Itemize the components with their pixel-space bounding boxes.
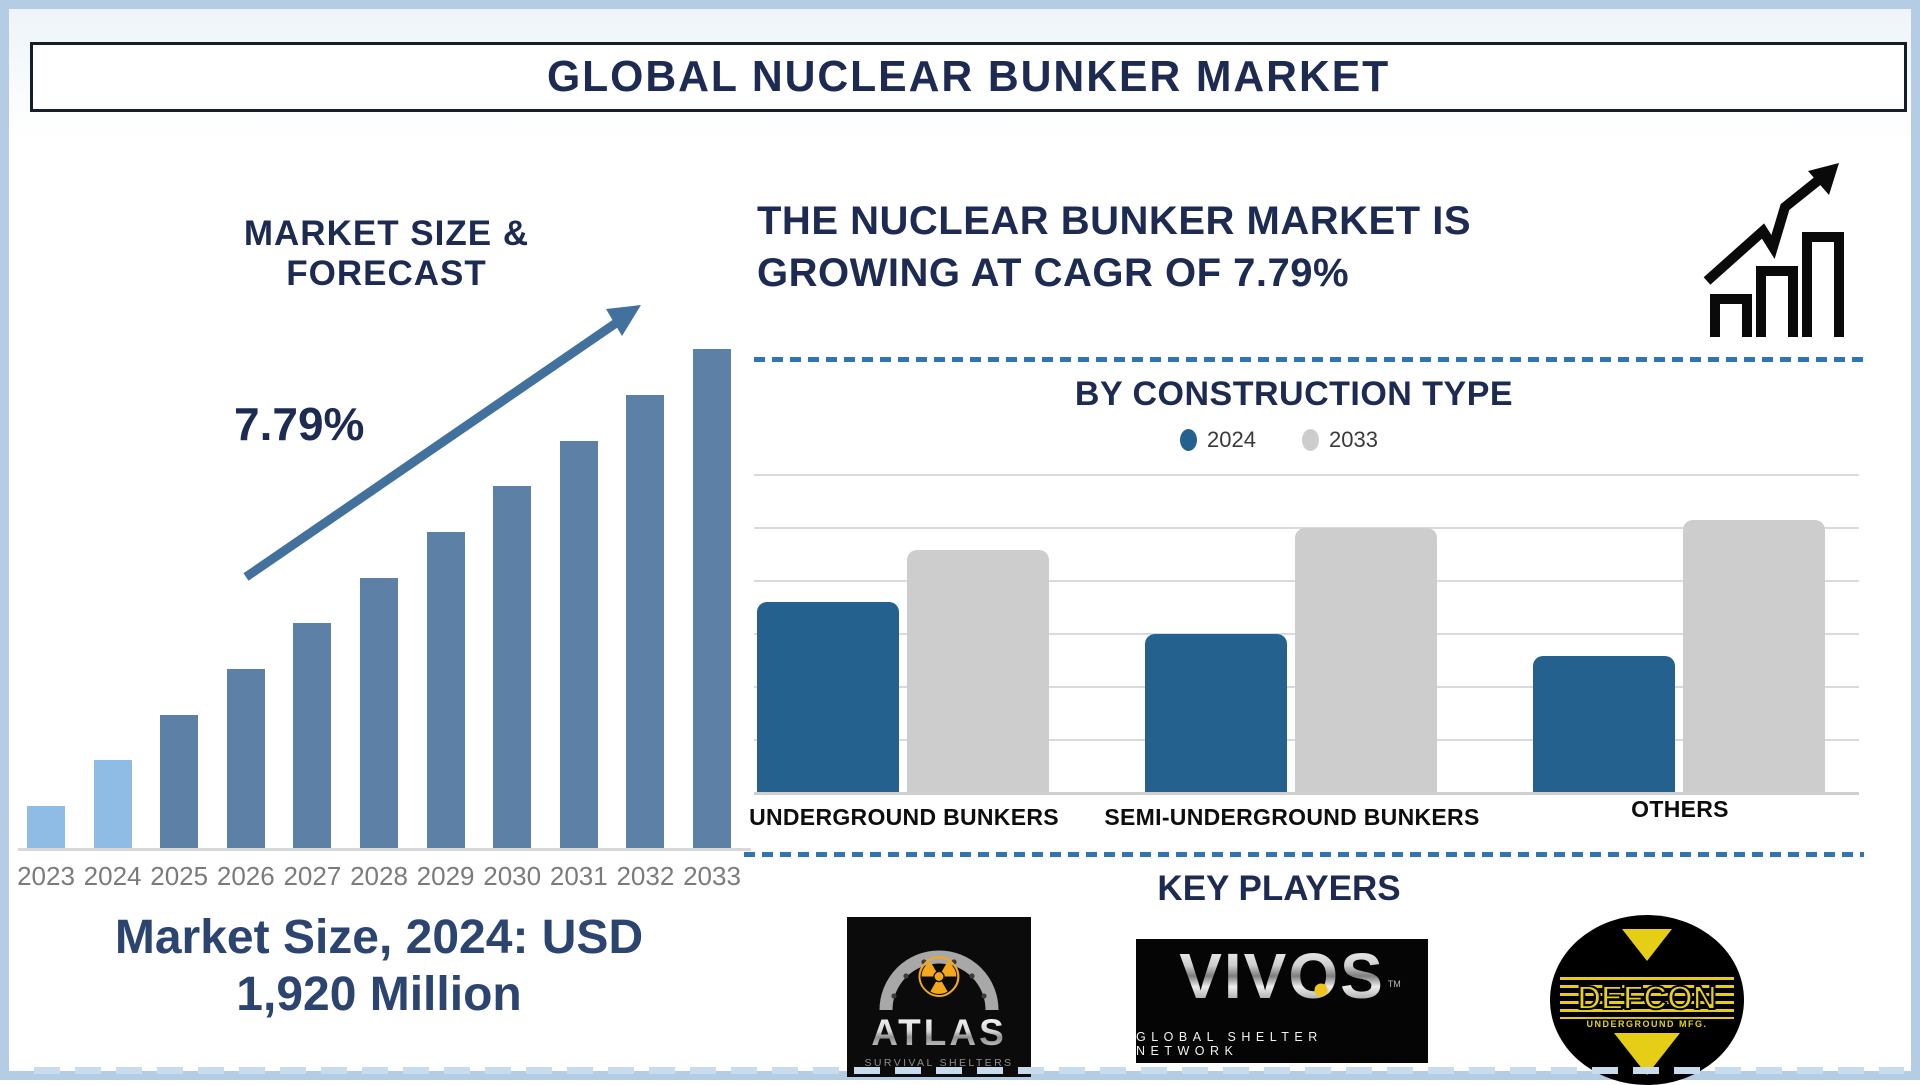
defcon-logo-name: DEFCON — [1576, 978, 1717, 1017]
forecast-bar-2027 — [293, 623, 332, 849]
cagr-headline-line2: GROWING AT CAGR OF 7.79% — [757, 251, 1350, 295]
legend-dot-icon — [1180, 429, 1198, 451]
forecast-bar-2025 — [160, 715, 199, 849]
construction-bar-2024-0 — [757, 602, 899, 792]
atlas-logo-name: ATLAS — [871, 1012, 1007, 1053]
defcon-triangle-top-icon — [1622, 929, 1672, 961]
construction-category-label: SEMI-UNDERGROUND BUNKERS — [1104, 804, 1480, 830]
forecast-baseline — [18, 848, 751, 851]
market-size-line2: 1,920 Million — [236, 968, 522, 1021]
forecast-bar-2031 — [559, 441, 598, 849]
construction-category-axis: UNDERGROUND BUNKERS SEMI-UNDERGROUND BUNK… — [749, 796, 1859, 838]
legend-item-2024: 2024 — [1180, 427, 1256, 453]
page-title: GLOBAL NUCLEAR BUNKER MARKET — [546, 52, 1391, 101]
year-label-2028: 2028 — [350, 861, 408, 891]
separator-top-dashed — [754, 357, 1864, 362]
year-label-2032: 2032 — [616, 861, 675, 891]
forecast-bar-2024 — [93, 760, 132, 849]
forecast-bar-2033 — [693, 349, 731, 849]
atlas-logo-subtitle: SURVIVAL SHELTERS — [864, 1057, 1014, 1069]
cagr-headline: THE NUCLEAR BUNKER MARKET IS GROWING AT … — [757, 195, 1537, 299]
year-label-2025: 2025 — [150, 861, 209, 891]
forecast-bars-area — [9, 349, 749, 849]
forecast-year-axis: 2023 2024 2025 2026 2027 2028 2029 2030 2031 2032… — [9, 861, 749, 893]
growth-chart-icon — [1703, 163, 1844, 337]
construction-chart-title: BY CONSTRUCTION TYPE — [1074, 375, 1514, 413]
vivos-trademark: TM — [1387, 979, 1401, 989]
vivos-logo-subtitle: GLOBAL SHELTER NETWORK — [1136, 1030, 1323, 1058]
construction-category-label: OTHERS — [1631, 796, 1729, 822]
year-label-2024: 2024 — [83, 861, 142, 891]
construction-bar-2024-2 — [1533, 656, 1675, 792]
construction-legend: 2024 2033 — [754, 427, 1804, 453]
forecast-bar-2028 — [360, 578, 398, 849]
year-label-2029: 2029 — [416, 861, 475, 891]
construction-bar-2033-1 — [1295, 528, 1437, 792]
market-size-callout: Market Size, 2024: USD 1,920 Million — [34, 909, 724, 1023]
year-label-2031: 2031 — [549, 861, 608, 891]
separator-bottom-dashed — [744, 852, 1864, 857]
atlas-logo: ☢ ATLAS SURVIVAL SHELTERS — [847, 917, 1031, 1077]
year-label-2033: 2033 — [683, 861, 741, 891]
vivos-o-dot-icon — [1314, 983, 1328, 997]
construction-bar-2033-2 — [1683, 520, 1825, 792]
defcon-logo-subtitle: UNDERGROUND MFG. — [1586, 1019, 1708, 1029]
vivos-logo-name: VIVOS — [1179, 940, 1385, 1012]
forecast-bar-2029 — [426, 532, 465, 849]
forecast-bar-2030 — [493, 486, 532, 849]
construction-bar-2033-0 — [907, 550, 1049, 792]
year-label-2030: 2030 — [483, 861, 542, 891]
radiation-icon: ☢ — [913, 946, 965, 1009]
title-box: GLOBAL NUCLEAR BUNKER MARKET — [30, 42, 1907, 112]
vivos-logo: VIVOS TM GLOBAL SHELTER NETWORK — [1136, 939, 1428, 1063]
legend-label: 2033 — [1329, 427, 1378, 452]
construction-bar-2024-1 — [1145, 634, 1287, 792]
construction-category-label: UNDERGROUND BUNKERS — [749, 804, 1059, 830]
legend-dot-icon — [1302, 429, 1319, 451]
legend-label: 2024 — [1207, 427, 1256, 452]
forecast-bar-2026 — [226, 669, 265, 849]
legend-item-2033: 2033 — [1302, 427, 1378, 453]
defcon-logo: DEFCON UNDERGROUND MFG. — [1550, 915, 1744, 1085]
key-players-title: KEY PLAYERS — [1157, 869, 1401, 908]
cagr-value-label: 7.79% — [234, 398, 365, 450]
forecast-bar-2032 — [626, 395, 665, 849]
market-size-line1: Market Size, 2024: USD — [114, 911, 644, 964]
forecast-chart-title: MARKET SIZE & FORECAST — [243, 214, 530, 293]
forecast-bar-2023 — [27, 806, 65, 849]
construction-plot-area — [754, 474, 1859, 795]
defcon-stripes — [1560, 977, 1734, 1019]
bottom-faint-dashed-line — [34, 1067, 1904, 1074]
atlas-shelter-dome-icon: ☢ — [864, 924, 1014, 1012]
cagr-headline-line1: THE NUCLEAR BUNKER MARKET IS — [757, 199, 1471, 243]
year-label-2023: 2023 — [17, 861, 75, 891]
year-label-2027: 2027 — [283, 861, 342, 891]
year-label-2026: 2026 — [216, 861, 275, 891]
trend-arrow-icon — [243, 305, 641, 581]
